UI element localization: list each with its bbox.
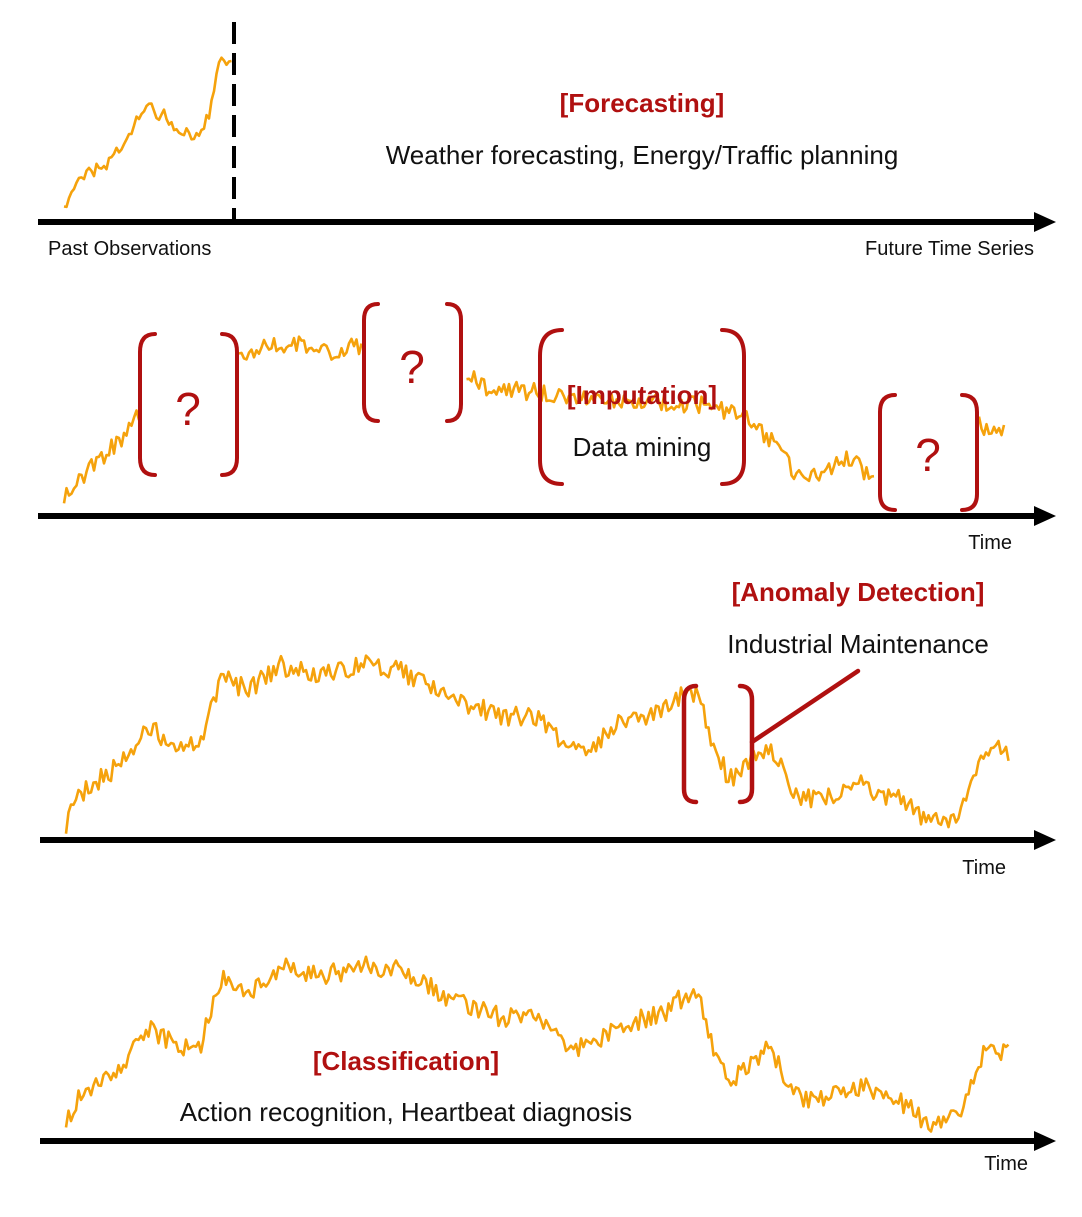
forecasting-axis-arrowhead	[1034, 212, 1056, 232]
anomaly-description: Industrial Maintenance	[727, 629, 989, 659]
imputation-title: [Imputation]	[566, 380, 718, 410]
missing-value-mark-2: ?	[399, 341, 425, 393]
past-observations-label: Past Observations	[48, 238, 212, 260]
future-time-series-label: Future Time Series	[865, 238, 1034, 260]
imputation-gap-1-right-bracket	[220, 332, 239, 477]
anomaly-series-line	[64, 654, 1010, 834]
anomaly-left-bracket	[681, 683, 699, 805]
classification-axis-arrowhead	[1034, 1131, 1056, 1151]
imputation-highlight-left-bracket	[538, 328, 564, 486]
forecasting-series-line	[63, 56, 232, 209]
imputation-gap-3-left-bracket	[878, 393, 897, 512]
imputation-gap-3-right-bracket	[960, 393, 979, 512]
imputation-axis-arrowhead	[1034, 506, 1056, 526]
anomaly-right-bracket	[737, 683, 755, 805]
imputation-panel	[38, 302, 1056, 526]
classification-time-label: Time	[984, 1153, 1028, 1175]
imputation-description: Data mining	[572, 432, 712, 462]
anomaly-callout-line	[749, 668, 861, 745]
forecasting-title: [Forecasting]	[559, 88, 725, 118]
anomaly-axis-arrowhead	[1034, 830, 1056, 850]
classification-series-line	[64, 955, 1010, 1133]
imputation-gap-2-right-bracket	[445, 302, 463, 423]
imputation-gap-1-left-bracket	[138, 332, 157, 477]
missing-value-mark-1: ?	[175, 383, 201, 435]
classification-title: [Classification]	[312, 1046, 500, 1076]
imputation-time-label: Time	[968, 532, 1012, 554]
anomaly-time-label: Time	[962, 857, 1006, 879]
anomaly-title: [Anomaly Detection]	[731, 577, 985, 607]
missing-value-mark-3: ?	[915, 429, 941, 481]
forecasting-description: Weather forecasting, Energy/Traffic plan…	[385, 140, 899, 170]
anomaly-panel	[40, 654, 1056, 850]
imputation-highlight-right-bracket	[720, 328, 746, 486]
classification-description: Action recognition, Heartbeat diagnosis	[179, 1097, 633, 1127]
classification-panel	[40, 955, 1056, 1151]
imputation-series-line	[62, 335, 1006, 504]
imputation-gap-2-left-bracket	[362, 302, 380, 423]
forecasting-panel	[38, 22, 1056, 232]
